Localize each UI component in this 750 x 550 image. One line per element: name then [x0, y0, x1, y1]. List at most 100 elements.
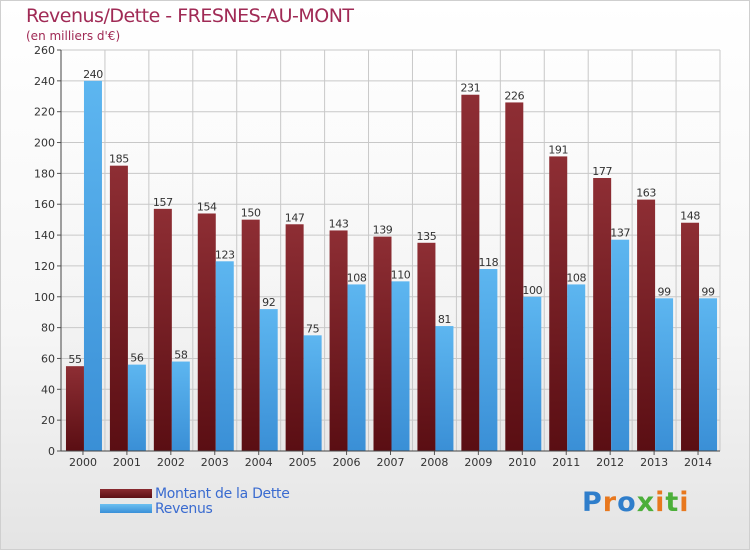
bar-revenus-2001 [127, 364, 146, 451]
bar-dette-2008 [417, 242, 436, 451]
bar-revenus-2004 [259, 309, 278, 451]
data-label-dette-2006: 143 [329, 217, 349, 230]
data-label-dette-2005: 147 [285, 211, 305, 224]
x-tick-label: 2007 [377, 456, 405, 469]
legend-label-dette: Montant de la Dette [155, 485, 290, 502]
data-label-dette-2002: 157 [153, 196, 173, 209]
data-label-dette-2001: 185 [109, 153, 129, 166]
bar-revenus-2000 [83, 80, 102, 451]
data-label-revenus-2005: 75 [306, 322, 320, 335]
data-label-revenus-2002: 58 [174, 349, 188, 362]
y-tick-label: 140 [34, 229, 55, 242]
data-label-revenus-2013: 99 [657, 285, 671, 298]
x-tick-label: 2006 [333, 456, 361, 469]
data-label-revenus-2003: 123 [215, 248, 235, 261]
x-tick-label: 2013 [640, 456, 668, 469]
bar-dette-2012 [593, 178, 612, 451]
chart-title: Revenus/Dette - FRESNES-AU-MONT [26, 5, 354, 27]
data-label-dette-2008: 135 [417, 230, 437, 243]
bar-revenus-2014 [699, 298, 718, 451]
bar-revenus-2013 [655, 298, 674, 451]
bar-revenus-2002 [171, 361, 190, 451]
bar-revenus-2011 [567, 284, 586, 451]
x-tick-label: 2000 [69, 456, 97, 469]
y-tick-label: 100 [34, 291, 55, 304]
data-label-revenus-2006: 108 [347, 271, 367, 284]
bar-revenus-2009 [479, 269, 498, 451]
y-tick-label: 80 [41, 322, 55, 335]
bar-dette-2009 [461, 94, 480, 451]
x-tick-label: 2005 [289, 456, 317, 469]
bar-dette-2002 [153, 208, 172, 451]
bar-dette-2005 [285, 224, 304, 451]
y-tick-label: 160 [34, 198, 55, 211]
bar-revenus-2003 [215, 261, 234, 451]
data-label-dette-2004: 150 [241, 207, 261, 220]
bar-dette-2010 [505, 102, 524, 451]
x-tick-label: 2012 [596, 456, 624, 469]
legend-item-dette: Montant de la Dette [100, 485, 290, 502]
data-label-dette-2014: 148 [680, 210, 700, 223]
data-label-dette-2012: 177 [592, 165, 612, 178]
y-tick-label: 200 [34, 137, 55, 150]
data-label-revenus-2000: 240 [83, 68, 103, 81]
bar-revenus-2008 [435, 326, 454, 451]
data-label-revenus-2009: 118 [478, 256, 498, 269]
data-label-dette-2000: 55 [68, 353, 82, 366]
data-label-revenus-2011: 108 [566, 271, 586, 284]
y-tick-label: 40 [41, 383, 55, 396]
bar-dette-2013 [637, 199, 656, 451]
data-label-dette-2013: 163 [636, 187, 656, 200]
bar-revenus-2010 [523, 296, 542, 451]
data-label-dette-2011: 191 [548, 143, 568, 156]
proxiti-logo: Proxiti [582, 487, 690, 518]
x-tick-label: 2009 [464, 456, 492, 469]
bar-revenus-2005 [303, 335, 322, 451]
data-label-revenus-2007: 110 [391, 268, 411, 281]
y-tick-label: 60 [41, 352, 55, 365]
y-tick-label: 0 [48, 445, 55, 458]
y-tick-label: 260 [34, 44, 55, 57]
bar-revenus-2012 [611, 239, 630, 451]
legend-label-revenus: Revenus [155, 500, 213, 517]
legend: Montant de la Dette Revenus [100, 485, 290, 517]
x-tick-label: 2002 [157, 456, 185, 469]
data-label-dette-2009: 231 [460, 82, 480, 95]
bar-dette-2001 [109, 165, 128, 451]
y-tick-label: 220 [34, 106, 55, 119]
data-label-revenus-2004: 92 [262, 296, 275, 309]
data-label-revenus-2012: 137 [610, 227, 630, 240]
data-label-revenus-2014: 99 [701, 285, 715, 298]
data-label-dette-2003: 154 [197, 200, 217, 213]
bar-dette-2006 [329, 230, 348, 451]
data-label-revenus-2001: 56 [130, 352, 144, 365]
x-tick-label: 2003 [201, 456, 229, 469]
y-tick-label: 240 [34, 75, 55, 88]
bar-dette-2014 [681, 222, 700, 451]
bar-dette-2011 [549, 156, 568, 451]
x-tick-label: 2010 [508, 456, 536, 469]
data-label-dette-2007: 139 [373, 224, 393, 237]
x-tick-label: 2001 [113, 456, 141, 469]
x-tick-label: 2004 [245, 456, 273, 469]
legend-swatch-revenus [100, 504, 152, 513]
y-tick-label: 120 [34, 260, 55, 273]
x-tick-label: 2008 [420, 456, 448, 469]
y-tick-label: 180 [34, 167, 55, 180]
bar-dette-2000 [65, 366, 84, 451]
data-label-revenus-2008: 81 [438, 313, 451, 326]
bar-revenus-2006 [347, 284, 366, 451]
y-tick-label: 20 [41, 414, 55, 427]
x-tick-label: 2014 [684, 456, 712, 469]
chart-subtitle: (en milliers d'€) [26, 29, 121, 43]
bar-dette-2007 [373, 236, 392, 451]
bar-revenus-2007 [391, 281, 410, 451]
legend-item-revenus: Revenus [100, 500, 290, 517]
data-label-revenus-2010: 100 [522, 284, 542, 297]
legend-swatch-dette [100, 489, 152, 498]
x-tick-label: 2011 [552, 456, 580, 469]
bar-dette-2004 [241, 219, 260, 451]
data-label-dette-2010: 226 [504, 89, 524, 102]
bar-dette-2003 [197, 213, 216, 451]
